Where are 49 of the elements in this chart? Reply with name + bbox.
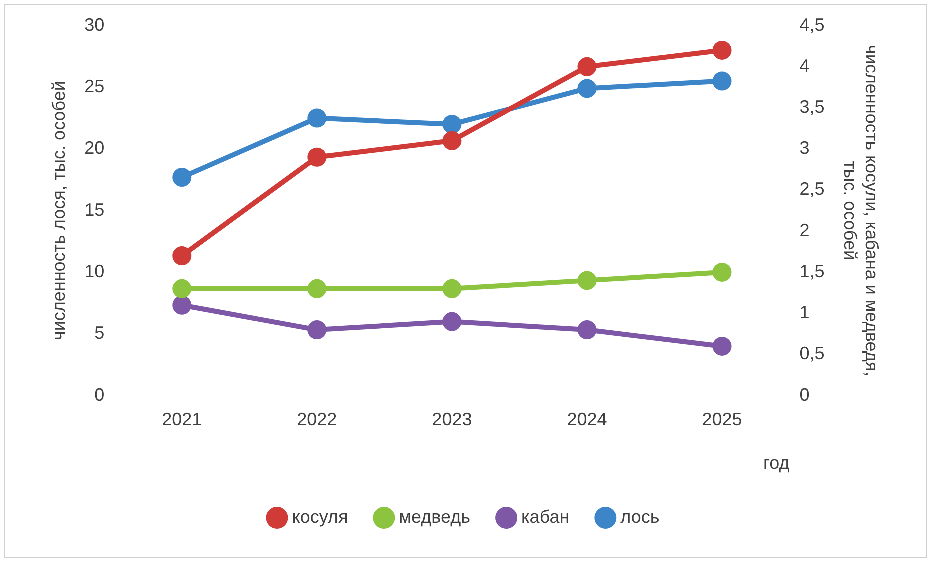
y-tick-label: 20 [84, 138, 105, 158]
y2-tick-label: 3,5 [800, 96, 825, 117]
point [442, 114, 462, 134]
y2-tick-label: 4,5 [800, 14, 825, 35]
legend-label: кабан [522, 506, 570, 527]
point [712, 40, 732, 60]
y2-tick-label: 4 [800, 56, 810, 76]
y2-tick-label: 2 [800, 220, 810, 240]
point [172, 246, 192, 266]
point [308, 108, 327, 128]
y2-tick-label: 1,5 [800, 261, 825, 282]
point [308, 148, 327, 167]
point [578, 79, 597, 98]
point [712, 72, 732, 91]
y2-axis-title: численность косули, кабана и медведя, тыс. особей [840, 44, 882, 377]
x-tick-label: 2022 [297, 410, 338, 430]
y-tick-label: 15 [84, 200, 105, 220]
x-tick-label: 2024 [567, 410, 608, 430]
x-tick-label: 2021 [162, 410, 202, 430]
point [308, 279, 327, 298]
x-tick-label: 2023 [432, 410, 472, 430]
x-axis-title: год [763, 453, 790, 474]
point [578, 57, 597, 76]
point [172, 168, 192, 187]
point [442, 131, 462, 150]
point [172, 279, 192, 298]
point [578, 320, 597, 340]
y2-tick-label: 3 [800, 138, 810, 158]
point [712, 262, 732, 282]
y-axis-title: численность лося, тыс. особей [48, 81, 69, 341]
y-tick-label: 25 [84, 76, 105, 96]
y-tick-label: 5 [94, 323, 105, 344]
y-tick-label: 10 [84, 261, 105, 282]
legend-label: медведь [399, 506, 471, 527]
y2-tick-label: 1 [800, 302, 810, 323]
legend-label: лось [620, 506, 660, 527]
point [172, 296, 192, 315]
y-tick-label: 0 [94, 384, 105, 405]
y-tick-label: 30 [84, 14, 105, 35]
x-tick-label: 2025 [702, 410, 742, 430]
y2-tick-label: 0,5 [800, 344, 825, 364]
point [712, 336, 732, 356]
point [442, 312, 462, 332]
point [308, 320, 327, 340]
point [578, 271, 597, 290]
point [442, 279, 462, 298]
legend-label: косуля [292, 506, 348, 527]
y2-tick-label: 2,5 [800, 179, 825, 200]
y2-tick-label: 0 [800, 384, 810, 405]
